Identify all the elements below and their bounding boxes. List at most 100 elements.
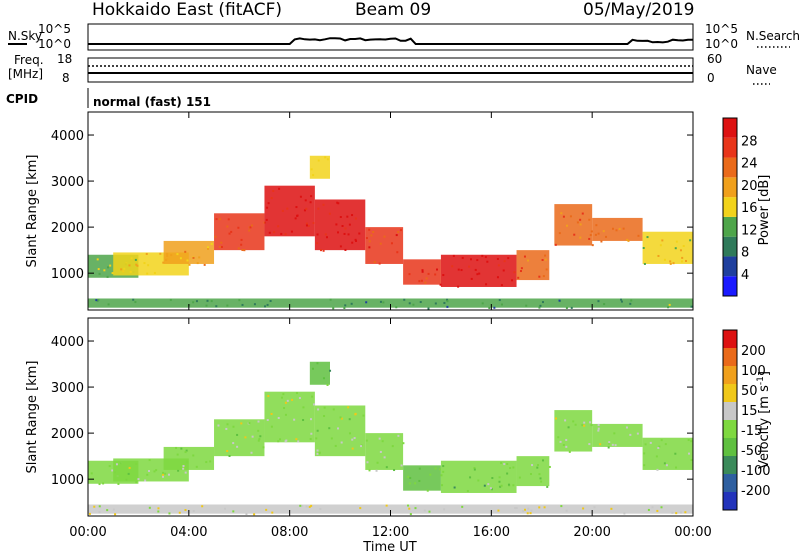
velocity-speckle — [277, 440, 280, 443]
power-colorbar-tick-label: 4 — [741, 268, 749, 283]
power-speckle — [339, 215, 342, 218]
power-speckle — [558, 299, 561, 302]
velocity-colorbar-swatch — [723, 348, 737, 366]
velocity-speckle — [418, 479, 421, 482]
power-speckle — [329, 298, 332, 301]
velocity-speckle — [655, 455, 658, 458]
power-speckle — [322, 203, 325, 206]
power-speckle — [305, 224, 308, 227]
power-ytick-label: 3000 — [51, 175, 84, 190]
power-speckle — [485, 283, 488, 286]
velocity-speckle — [414, 507, 417, 510]
noise-left-tick-top: 10^5 — [38, 22, 71, 36]
power-speckle — [269, 300, 272, 303]
power-region — [642, 231, 693, 264]
velocity-colorbar: 200 100 50 15 -15 -50 -100 -200 — [722, 329, 771, 511]
power-speckle — [527, 259, 530, 262]
station-title: Hokkaido East (fitACF) — [92, 0, 282, 20]
power-speckle — [305, 207, 308, 210]
power-speckle — [355, 239, 358, 242]
power-speckle — [316, 233, 319, 236]
velocity-colorbar-swatch — [723, 492, 737, 510]
velocity-speckle — [262, 446, 265, 449]
velocity-speckle — [597, 423, 600, 426]
velocity-speckle — [244, 436, 247, 439]
power-speckle — [538, 275, 541, 278]
power-speckle — [192, 301, 195, 304]
power-colorbar-swatch — [723, 118, 737, 138]
power-speckle — [591, 244, 594, 247]
power-speckle — [434, 302, 437, 305]
velocity-speckle — [316, 362, 319, 365]
power-speckle — [663, 258, 666, 261]
velocity-speckle — [180, 447, 183, 450]
power-speckle — [517, 276, 520, 279]
power-speckle — [595, 224, 598, 227]
frequency-panel: Freq. [MHz] 18 8 60 0 Nave — [8, 52, 777, 85]
power-region — [554, 204, 593, 246]
power-speckle — [145, 252, 148, 255]
velocity-speckle — [506, 462, 509, 465]
power-speckle — [667, 306, 670, 309]
velocity-speckle — [414, 482, 417, 485]
velocity-speckle — [106, 509, 109, 512]
velocity-speckle — [98, 511, 101, 514]
power-speckle — [619, 298, 622, 301]
power-speckle — [681, 256, 684, 259]
power-speckle — [179, 257, 182, 260]
velocity-speckle — [334, 444, 337, 447]
power-speckle — [434, 273, 437, 276]
velocity-region — [214, 419, 265, 457]
power-region — [309, 155, 330, 179]
power-colorbar-swatch — [723, 197, 737, 217]
velocity-speckle — [499, 485, 502, 488]
power-speckle — [461, 256, 464, 259]
velocity-speckle — [326, 384, 329, 387]
velocity-speckle — [332, 408, 335, 411]
velocity-speckle — [607, 446, 610, 449]
velocity-speckle — [506, 472, 509, 475]
velocity-speckle — [93, 505, 96, 508]
power-speckle — [215, 305, 218, 308]
velocity-speckle — [483, 484, 486, 487]
power-colorbar-tick-label: 12 — [741, 223, 758, 238]
power-speckle — [153, 271, 156, 274]
power-speckle — [317, 207, 320, 210]
velocity-speckle — [295, 438, 298, 441]
power-speckle — [618, 228, 621, 231]
velocity-speckle — [466, 489, 469, 492]
power-speckle — [588, 237, 591, 240]
velocity-speckle — [664, 443, 667, 446]
velocity-speckle — [629, 433, 632, 436]
velocity-speckle — [623, 512, 626, 515]
power-speckle — [206, 299, 209, 302]
power-colorbar-swatch — [723, 276, 737, 296]
power-speckle — [481, 302, 484, 305]
velocity-speckle — [643, 464, 646, 467]
velocity-speckle — [148, 506, 151, 509]
velocity-speckle — [175, 446, 178, 449]
velocity-speckle — [277, 416, 280, 419]
noise-right-tick-bottom: 10^0 — [705, 37, 738, 51]
velocity-speckle — [362, 414, 365, 417]
power-speckle — [396, 251, 399, 254]
velocity-speckle — [647, 508, 650, 511]
power-speckle — [581, 212, 584, 215]
power-speckle — [295, 206, 298, 209]
power-speckle — [266, 206, 269, 209]
power-speckle — [107, 266, 110, 269]
power-colorbar-swatch — [723, 256, 737, 277]
velocity-speckle — [153, 470, 156, 473]
nsky-label: N.Sky — [8, 29, 42, 43]
power-speckle — [412, 303, 415, 306]
velocity-colorbar-frame — [722, 329, 738, 511]
velocity-speckle — [514, 507, 517, 510]
velocity-speckle — [539, 477, 542, 480]
velocity-speckle — [178, 511, 181, 514]
power-speckle — [560, 212, 563, 215]
power-speckle — [317, 159, 320, 162]
velocity-speckle — [185, 449, 188, 452]
velocity-ytick-label: 3000 — [51, 381, 84, 396]
velocity-speckle — [291, 398, 294, 401]
velocity-speckle — [383, 456, 386, 459]
